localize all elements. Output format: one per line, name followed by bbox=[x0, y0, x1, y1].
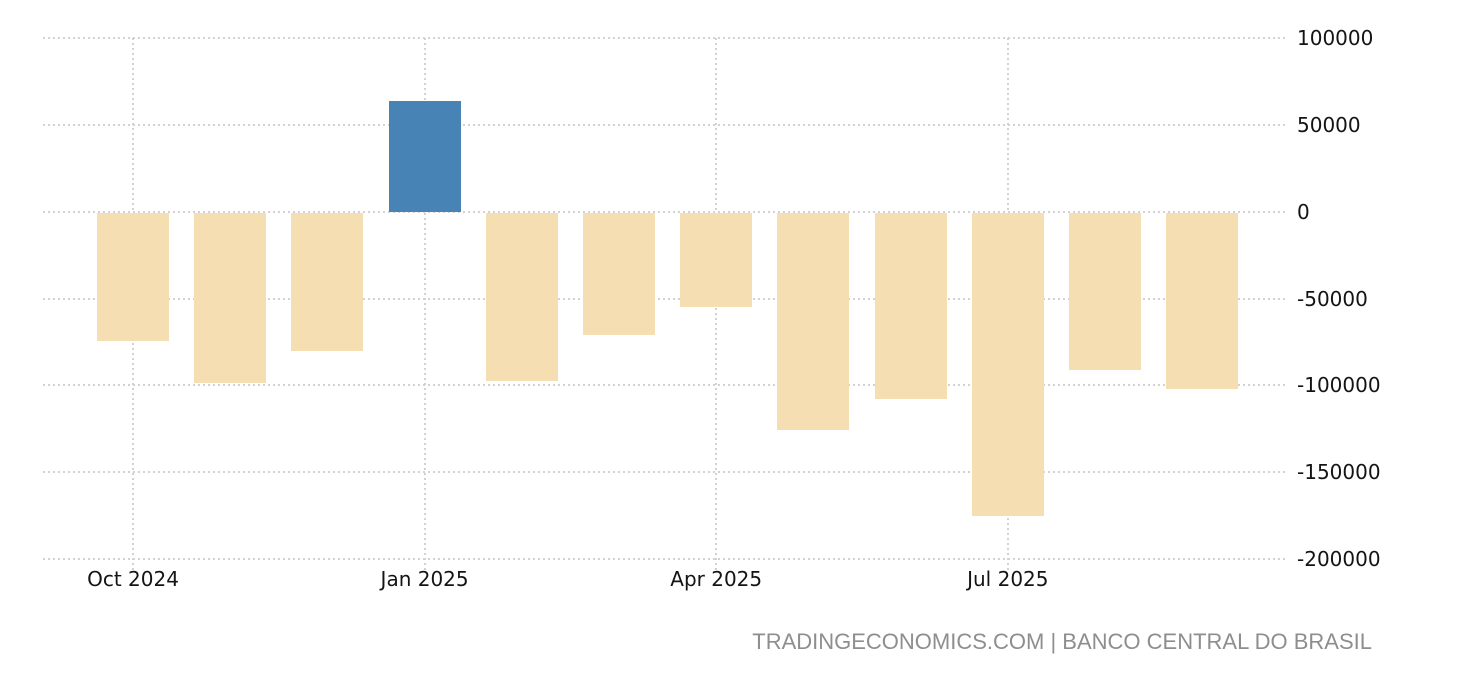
source-attribution: TRADINGECONOMICS.COM | BANCO CENTRAL DO … bbox=[752, 629, 1372, 654]
h-gridline--50000 bbox=[43, 297, 1288, 300]
bar-jan-2025[interactable] bbox=[388, 100, 461, 212]
bar-apr-2025[interactable] bbox=[680, 212, 753, 308]
h-gridline-100000 bbox=[43, 37, 1288, 39]
bar-jun-2025[interactable] bbox=[874, 212, 947, 400]
x-tick-label-jan-2025: Jan 2025 bbox=[380, 567, 469, 591]
h-gridline--100000 bbox=[43, 384, 1288, 387]
h-gridline--150000 bbox=[43, 471, 1288, 474]
bar-sep-2025[interactable] bbox=[1166, 212, 1239, 389]
bar-nov-2024[interactable] bbox=[194, 212, 267, 383]
v-gridline-jan-2025 bbox=[423, 38, 426, 570]
h-gridline-50000 bbox=[43, 123, 1288, 126]
y-tick-label-100000: 100000 bbox=[1297, 26, 1374, 50]
bar-aug-2025[interactable] bbox=[1069, 212, 1141, 370]
x-tick-label-apr-2025: Apr 2025 bbox=[670, 567, 763, 591]
h-gridline-0 bbox=[43, 210, 1288, 213]
bar-jul-2025[interactable] bbox=[971, 212, 1044, 517]
y-tick-label--100000: -100000 bbox=[1297, 373, 1381, 398]
bar-may-2025[interactable] bbox=[777, 212, 850, 431]
y-tick-label--150000: -150000 bbox=[1297, 460, 1381, 485]
y-tick-label-50000: 50000 bbox=[1297, 112, 1361, 137]
y-tick-label-0: 0 bbox=[1297, 199, 1310, 224]
bar-feb-2025[interactable] bbox=[485, 212, 558, 381]
bar-mar-2025[interactable] bbox=[583, 212, 655, 335]
bar-dec-2024[interactable] bbox=[291, 212, 364, 351]
x-tick-label-oct-2024: Oct 2024 bbox=[87, 567, 179, 591]
x-tick-label-jul-2025: Jul 2025 bbox=[967, 567, 1049, 591]
y-tick-label--200000: -200000 bbox=[1297, 547, 1381, 571]
bar-oct-2024[interactable] bbox=[97, 212, 169, 342]
h-gridline--200000 bbox=[43, 558, 1288, 560]
plot-area bbox=[43, 37, 1288, 570]
y-tick-label--50000: -50000 bbox=[1297, 286, 1368, 311]
